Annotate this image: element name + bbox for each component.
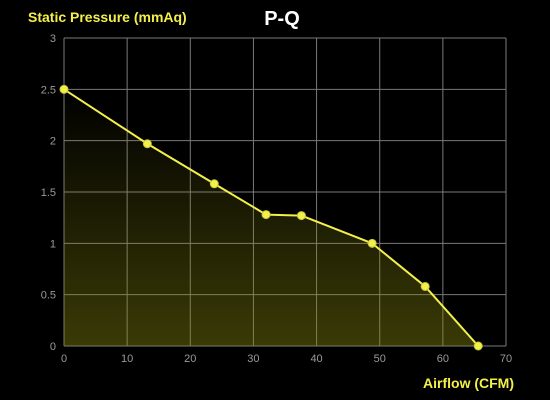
x-tick-label: 10 [121, 353, 133, 365]
data-points [59, 84, 483, 351]
data-point [209, 179, 219, 189]
y-tick-label: 0 [50, 341, 56, 353]
series-area [64, 89, 479, 346]
data-point [59, 84, 69, 94]
series-line-layer [63, 88, 479, 347]
y-tick-label: 2 [50, 136, 56, 148]
data-point [296, 211, 306, 221]
data-point [420, 281, 430, 291]
x-tick-label: 0 [61, 353, 67, 365]
data-point [142, 139, 152, 149]
x-tick-label: 30 [247, 353, 259, 365]
x-axis-label: Airflow (CFM) [423, 375, 514, 391]
y-tick-label: 1.5 [41, 187, 56, 199]
x-tick-label: 50 [374, 353, 386, 365]
data-point [367, 238, 377, 248]
tick-labels: 0 10 20 30 40 50 60 70 0 0.5 1 1.5 2 2.5 3 [41, 33, 512, 365]
x-tick-label: 60 [437, 353, 449, 365]
x-tick-label: 20 [184, 353, 196, 365]
data-point [261, 210, 271, 220]
data-point [473, 341, 483, 351]
y-tick-label: 3 [50, 33, 56, 45]
y-axis-label: Static Pressure (mmAq) [28, 9, 187, 25]
y-tick-label: 1 [50, 238, 56, 250]
series-line [63, 88, 479, 347]
area-fill [64, 89, 479, 346]
x-tick-label: 70 [500, 353, 512, 365]
y-tick-label: 0.5 [41, 290, 56, 302]
x-tick-label: 40 [310, 353, 322, 365]
chart-title: P-Q [264, 8, 300, 30]
y-tick-label: 2.5 [41, 84, 56, 96]
